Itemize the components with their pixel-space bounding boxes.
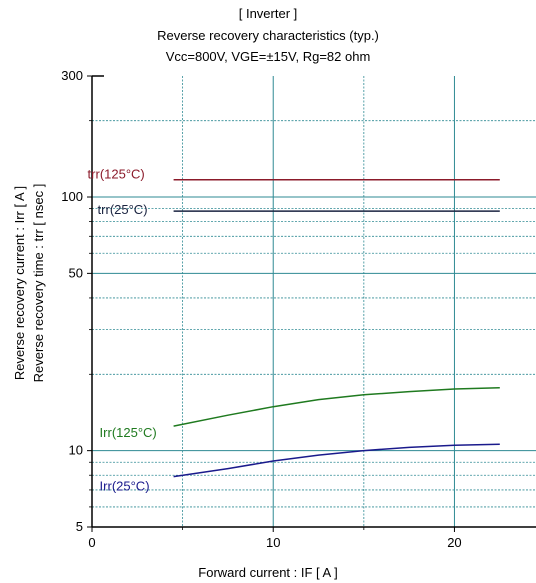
y-tick-label: 50 bbox=[69, 265, 83, 280]
series-line-2 bbox=[174, 388, 500, 426]
series-line-3 bbox=[174, 444, 500, 476]
y-tick-label: 300 bbox=[61, 68, 83, 83]
series-label-1: trr(25°C) bbox=[98, 202, 148, 217]
y-axis-title-current: Reverse recovery current : Irr [ A ] bbox=[12, 118, 27, 448]
x-tick-label: 20 bbox=[447, 535, 461, 550]
x-axis-title: Forward current : IF [ A ] bbox=[0, 565, 536, 580]
x-tick-label: 0 bbox=[88, 535, 95, 550]
x-tick-label: 10 bbox=[266, 535, 280, 550]
y-axis-title-time: Reverse recovery time : trr [ nsec ] bbox=[31, 118, 46, 448]
series-label-2: Irr(125°C) bbox=[100, 425, 157, 440]
y-tick-label: 100 bbox=[61, 189, 83, 204]
y-tick-label: 10 bbox=[69, 443, 83, 458]
series-label-0: trr(125°C) bbox=[88, 167, 145, 182]
series-label-3: Irr(25°C) bbox=[100, 479, 150, 494]
y-tick-label: 5 bbox=[76, 519, 83, 534]
